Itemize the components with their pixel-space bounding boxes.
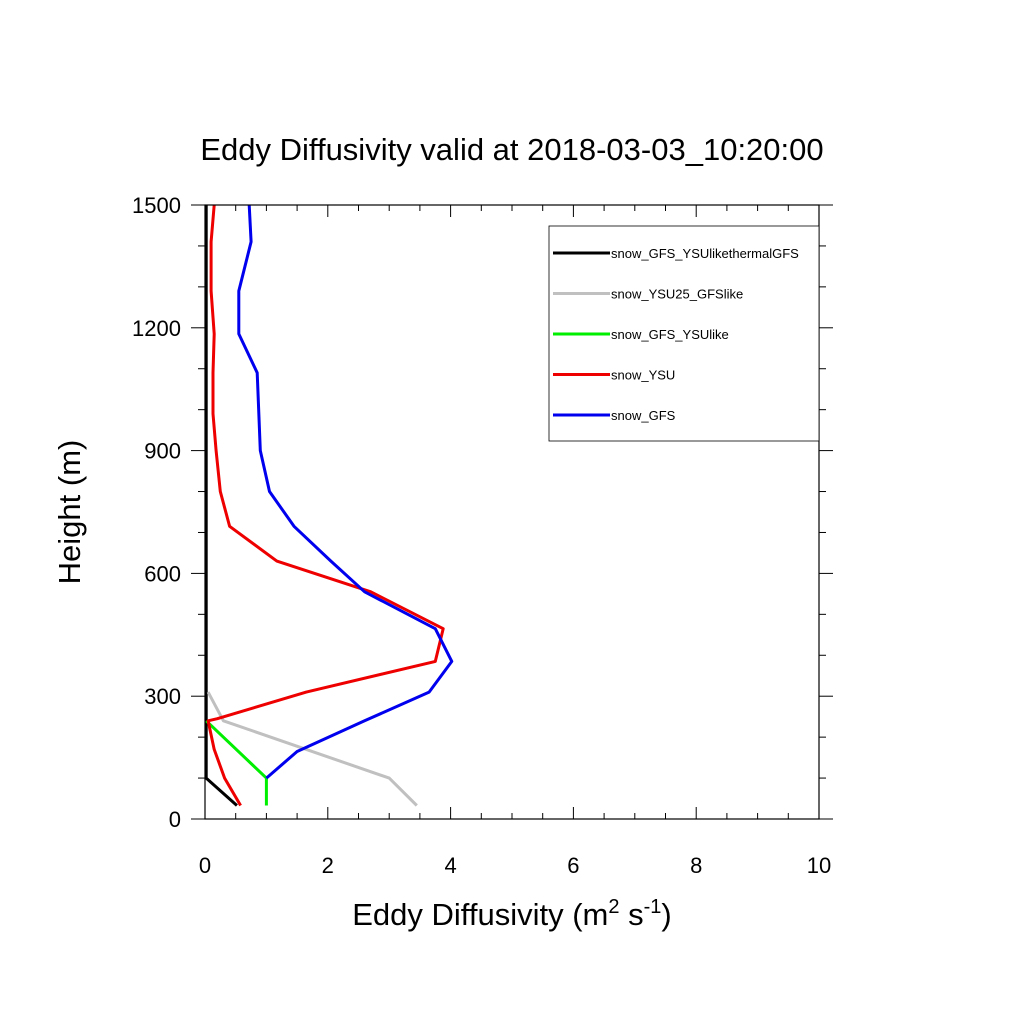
y-tick-label: 1500	[132, 193, 181, 218]
y-tick-label: 600	[144, 561, 181, 586]
series-line-1	[206, 691, 418, 807]
y-tick-label: 0	[169, 807, 181, 832]
series-line-4	[237, 204, 454, 780]
x-tick-label: 8	[690, 853, 702, 878]
legend-label-0: snow_GFS_YSUlikethermalGFS	[611, 246, 799, 261]
y-axis-label: Height (m)	[52, 440, 87, 585]
y-tick-label: 300	[144, 684, 181, 709]
legend-label-2: snow_GFS_YSUlike	[611, 327, 729, 342]
x-tick-label: 0	[199, 853, 211, 878]
y-axis-ticks: 0 300 600 900 1200 1500	[132, 193, 833, 832]
x-tick-label: 2	[322, 853, 334, 878]
x-axis-label: Eddy Diffusivity (m2 s-1)	[352, 896, 671, 932]
y-tick-label: 1200	[132, 316, 181, 341]
plot-lines	[204, 204, 454, 807]
x-axis-ticks: 0 2 4 6 8 10	[199, 205, 831, 878]
series-line-3	[206, 204, 445, 807]
legend-label-3: snow_YSU	[611, 368, 675, 383]
series-line-0	[204, 205, 238, 807]
y-tick-label: 900	[144, 439, 181, 464]
legend-label-1: snow_YSU25_GFSlike	[611, 287, 743, 302]
chart-title: Eddy Diffusivity valid at 2018-03-03_10:…	[200, 132, 823, 167]
x-tick-label: 10	[807, 853, 831, 878]
x-tick-label: 4	[444, 853, 456, 878]
legend: snow_GFS_YSUlikethermalGFS snow_YSU25_GFS…	[548, 225, 820, 442]
x-tick-label: 6	[567, 853, 579, 878]
legend-label-4: snow_GFS	[611, 408, 676, 423]
